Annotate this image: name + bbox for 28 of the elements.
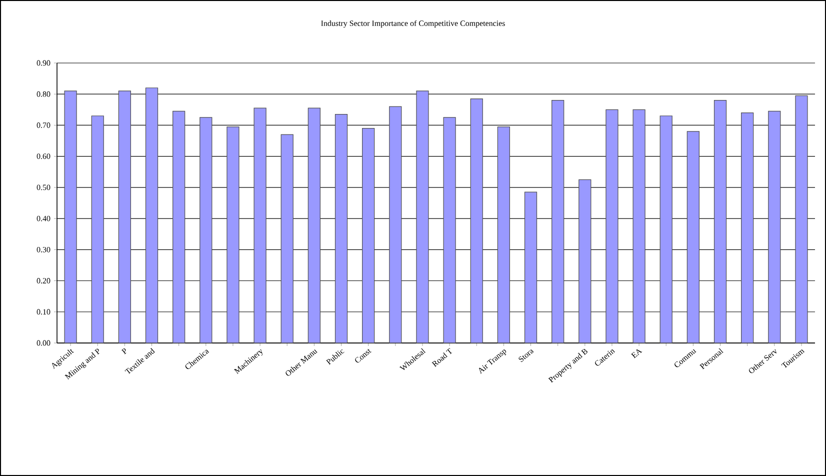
bar (714, 100, 727, 344)
bar (334, 114, 348, 344)
bar (308, 108, 320, 344)
bar (64, 90, 77, 344)
bar (362, 128, 375, 344)
bar (686, 131, 700, 344)
bar (632, 109, 646, 344)
bar (118, 90, 131, 344)
bar (524, 192, 538, 344)
bar (552, 100, 564, 344)
bar (443, 117, 456, 344)
bar (389, 106, 402, 344)
bar (768, 110, 781, 344)
bar (606, 109, 618, 344)
bar (226, 126, 240, 344)
bar (416, 90, 429, 344)
bar (91, 116, 104, 344)
bar (200, 117, 212, 344)
bar (795, 95, 808, 344)
bar (497, 126, 510, 344)
bar (470, 98, 483, 344)
bar (741, 112, 754, 344)
bar (660, 116, 672, 344)
bar (172, 110, 186, 344)
bar (254, 108, 266, 344)
bar (145, 88, 158, 344)
bar (280, 134, 294, 344)
bar (578, 179, 592, 344)
